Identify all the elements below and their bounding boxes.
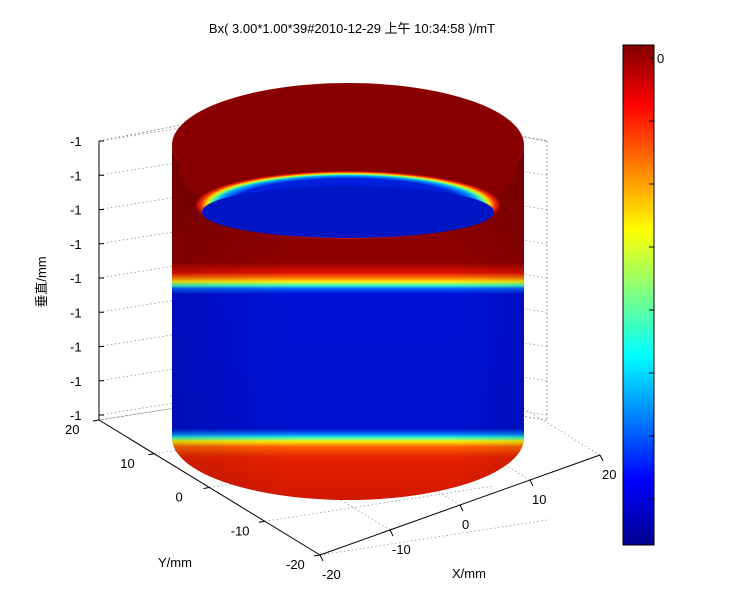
y-tick-label: 0 [176, 490, 183, 505]
x-tick-label: 10 [532, 492, 546, 507]
x-tick-mark [529, 479, 534, 487]
x-tick-mark [459, 504, 464, 512]
y-tick-mark [92, 419, 100, 422]
z-tick-label: -1 [70, 203, 82, 218]
cylinder-surface [172, 83, 524, 500]
chart-title: Bx( 3.00*1.00*39#2010-12-29 上午 10:34:58 … [209, 21, 495, 36]
y-tick-label: -20 [286, 557, 305, 572]
y-tick-labels: 20 10 0 -10 -20 [65, 419, 321, 572]
x-tick-label: 0 [462, 517, 469, 532]
z-axis-label: 垂直/mm [34, 256, 49, 307]
x-tick-mark [389, 529, 394, 537]
z-gridlines [98, 105, 548, 416]
x-tick-label: -10 [392, 542, 411, 557]
y-tick-mark [148, 453, 155, 456]
y-tick-label: 20 [65, 422, 79, 437]
z-tick-label: -1 [70, 134, 82, 149]
y-tick-mark [313, 554, 321, 557]
z-tick-label: -1 [70, 168, 82, 183]
colorbar: 0 [622, 44, 664, 546]
colorbar-ticks: 0 [649, 51, 664, 500]
z-tick-label: -1 [70, 340, 82, 355]
z-tick-label: -1 [70, 408, 82, 423]
x-tick-labels: -20 -10 0 10 20 [319, 454, 616, 582]
x-tick-mark [319, 554, 324, 562]
y-axis-label: Y/mm [158, 555, 192, 570]
colorbar-tick-label: 0 [657, 51, 664, 66]
x-axis-label: X/mm [452, 566, 486, 581]
z-tick-label: -1 [70, 305, 82, 320]
y-tick-label: 10 [120, 456, 134, 471]
x-tick-mark [599, 454, 604, 462]
z-tick-label: -1 [70, 374, 82, 389]
z-tick-label: -1 [70, 271, 82, 286]
y-tick-mark [203, 487, 210, 489]
z-tick-labels: -1 -1 -1 -1 -1 -1 -1 -1 -1 [70, 134, 104, 423]
y-tick-label: -10 [231, 523, 250, 538]
x-tick-label: -20 [322, 567, 341, 582]
colorbar-ramp [622, 44, 655, 546]
z-tick-label: -1 [70, 237, 82, 252]
x-tick-label: 20 [602, 467, 616, 482]
y-tick-mark [258, 520, 265, 523]
